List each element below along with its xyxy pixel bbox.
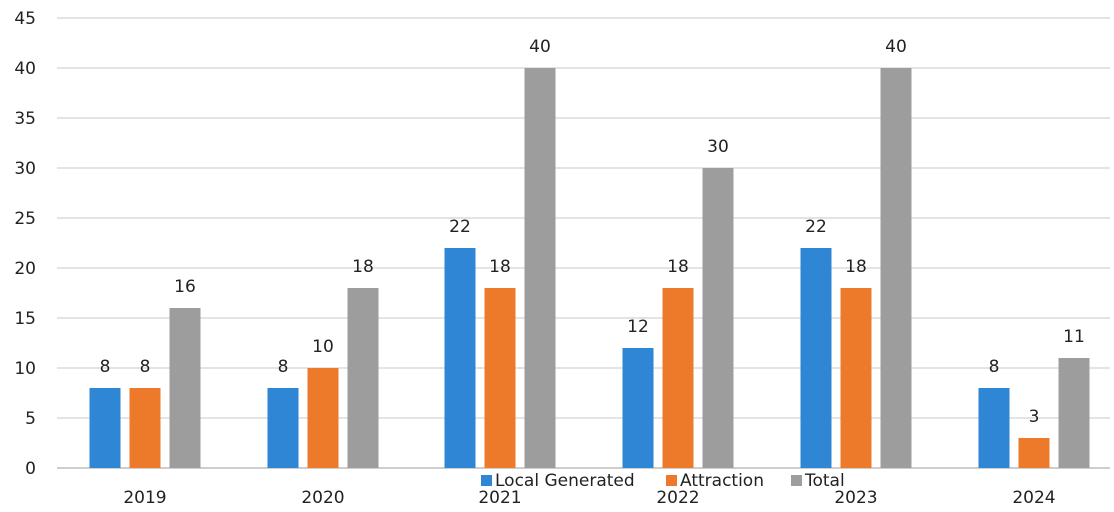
x-tick-label: 2023 bbox=[834, 488, 877, 508]
y-tick-label: 15 bbox=[14, 309, 36, 329]
bar bbox=[89, 388, 121, 468]
bar bbox=[524, 68, 556, 468]
data-label: 40 bbox=[529, 37, 551, 57]
y-axis-ticks: 0 5 10 15 20 25 30 35 40 45 bbox=[14, 9, 36, 479]
data-label: 8 bbox=[278, 357, 289, 377]
bar bbox=[347, 288, 379, 468]
data-label: 18 bbox=[667, 257, 689, 277]
bar bbox=[978, 388, 1010, 468]
data-label: 18 bbox=[352, 257, 374, 277]
x-axis-ticks: 2019 2020 2021 2022 2023 2024 bbox=[123, 488, 1055, 508]
data-label: 3 bbox=[1029, 407, 1040, 427]
bar bbox=[1058, 358, 1090, 468]
y-tick-label: 20 bbox=[14, 259, 36, 279]
x-tick-label: 2019 bbox=[123, 488, 166, 508]
legend: Local Generated Attraction Total bbox=[481, 471, 845, 491]
x-tick-label: 2024 bbox=[1012, 488, 1055, 508]
bar bbox=[484, 288, 516, 468]
bar bbox=[880, 68, 912, 468]
legend-swatch bbox=[791, 475, 802, 486]
data-label: 11 bbox=[1063, 327, 1085, 347]
data-label: 8 bbox=[989, 357, 1000, 377]
legend-swatch bbox=[481, 475, 492, 486]
legend-label: Local Generated bbox=[495, 471, 635, 491]
data-label: 8 bbox=[100, 357, 111, 377]
bar bbox=[169, 308, 201, 468]
data-label: 40 bbox=[885, 37, 907, 57]
legend-label: Attraction bbox=[680, 471, 764, 491]
y-tick-label: 10 bbox=[14, 359, 36, 379]
bar bbox=[662, 288, 694, 468]
bar bbox=[444, 248, 476, 468]
y-tick-label: 5 bbox=[25, 409, 36, 429]
bar bbox=[702, 168, 734, 468]
data-label: 22 bbox=[805, 217, 827, 237]
bar bbox=[1018, 438, 1050, 468]
legend-label: Total bbox=[804, 471, 845, 491]
data-label: 30 bbox=[707, 137, 729, 157]
data-label: 16 bbox=[174, 277, 196, 297]
bar bbox=[840, 288, 872, 468]
data-label: 12 bbox=[627, 317, 649, 337]
data-label: 18 bbox=[845, 257, 867, 277]
bars bbox=[89, 68, 1090, 468]
bar bbox=[622, 348, 654, 468]
y-tick-label: 0 bbox=[25, 459, 36, 479]
x-tick-label: 2020 bbox=[301, 488, 344, 508]
y-tick-label: 30 bbox=[14, 159, 36, 179]
x-tick-label: 2021 bbox=[478, 488, 521, 508]
bar bbox=[800, 248, 832, 468]
bar bbox=[307, 368, 339, 468]
bar bbox=[129, 388, 161, 468]
gridlines bbox=[57, 17, 1110, 469]
y-tick-label: 25 bbox=[14, 209, 36, 229]
data-label: 8 bbox=[140, 357, 151, 377]
y-tick-label: 35 bbox=[14, 109, 36, 129]
data-label: 18 bbox=[489, 257, 511, 277]
legend-swatch bbox=[666, 475, 677, 486]
data-label: 22 bbox=[449, 217, 471, 237]
y-tick-label: 40 bbox=[14, 59, 36, 79]
x-tick-label: 2022 bbox=[656, 488, 699, 508]
y-tick-label: 45 bbox=[14, 9, 36, 29]
data-labels: 8 8 16 8 10 18 22 18 40 12 18 30 22 18 40 8 3 11 bbox=[100, 37, 1085, 427]
data-label: 10 bbox=[312, 337, 334, 357]
bar bbox=[267, 388, 299, 468]
